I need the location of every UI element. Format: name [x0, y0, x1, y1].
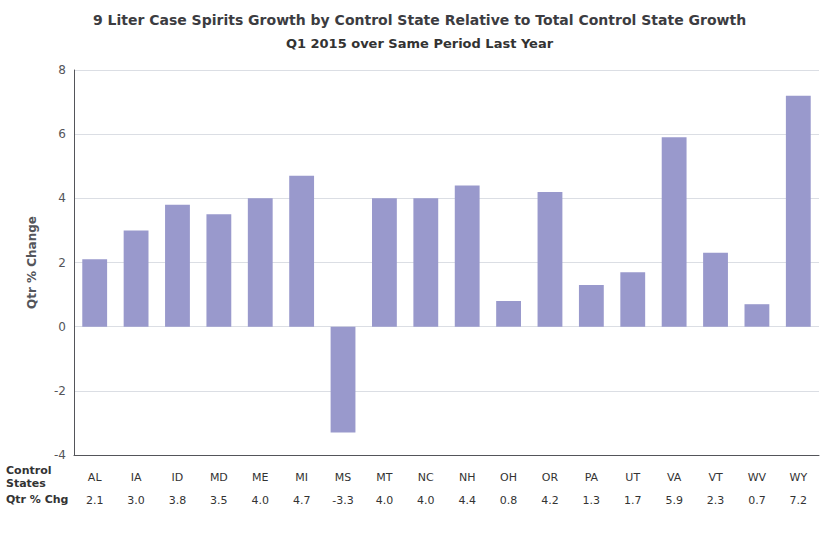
svg-text:2: 2 — [58, 256, 66, 270]
svg-text:VA: VA — [667, 471, 682, 484]
svg-text:MS: MS — [335, 471, 351, 484]
svg-text:IA: IA — [131, 471, 142, 484]
svg-text:4.4: 4.4 — [458, 494, 476, 507]
svg-text:1.3: 1.3 — [583, 494, 601, 507]
svg-text:1.7: 1.7 — [624, 494, 642, 507]
svg-text:WV: WV — [748, 471, 767, 484]
svg-text:MT: MT — [376, 471, 392, 484]
svg-text:4.0: 4.0 — [417, 494, 435, 507]
svg-text:9 Liter Case Spirits Growth by: 9 Liter Case Spirits Growth by Control S… — [93, 12, 746, 28]
svg-text:8: 8 — [58, 63, 66, 77]
svg-text:7.2: 7.2 — [790, 494, 808, 507]
svg-text:2.3: 2.3 — [707, 494, 725, 507]
svg-text:-3.3: -3.3 — [332, 494, 353, 507]
svg-text:0.8: 0.8 — [500, 494, 518, 507]
svg-text:4: 4 — [58, 191, 66, 205]
svg-text:MI: MI — [295, 471, 308, 484]
svg-text:Control: Control — [6, 464, 51, 477]
svg-text:ME: ME — [252, 471, 268, 484]
svg-text:Q1 2015 over Same Period Last: Q1 2015 over Same Period Last Year — [286, 36, 554, 51]
svg-text:5.9: 5.9 — [665, 494, 683, 507]
svg-text:4.7: 4.7 — [293, 494, 311, 507]
svg-text:4.0: 4.0 — [376, 494, 394, 507]
svg-text:VT: VT — [708, 471, 723, 484]
svg-text:Qtr % Change: Qtr % Change — [25, 216, 39, 309]
svg-text:UT: UT — [625, 471, 640, 484]
svg-text:NC: NC — [418, 471, 434, 484]
svg-text:-4: -4 — [54, 448, 66, 462]
svg-text:6: 6 — [58, 127, 66, 141]
svg-text:2.1: 2.1 — [86, 494, 104, 507]
svg-text:States: States — [6, 477, 46, 490]
svg-text:OR: OR — [542, 471, 559, 484]
svg-text:NH: NH — [459, 471, 476, 484]
svg-text:WY: WY — [790, 471, 808, 484]
svg-text:ID: ID — [172, 471, 184, 484]
svg-text:4.2: 4.2 — [541, 494, 559, 507]
svg-text:MD: MD — [210, 471, 228, 484]
svg-text:OH: OH — [500, 471, 517, 484]
svg-text:3.8: 3.8 — [169, 494, 187, 507]
svg-text:PA: PA — [585, 471, 599, 484]
svg-text:0: 0 — [58, 320, 66, 334]
svg-text:4.0: 4.0 — [252, 494, 270, 507]
svg-text:Qtr % Chg: Qtr % Chg — [6, 493, 69, 506]
svg-text:AL: AL — [88, 471, 103, 484]
svg-text:-2: -2 — [54, 384, 66, 398]
svg-text:3.5: 3.5 — [210, 494, 228, 507]
svg-text:3.0: 3.0 — [127, 494, 145, 507]
svg-text:0.7: 0.7 — [748, 494, 766, 507]
